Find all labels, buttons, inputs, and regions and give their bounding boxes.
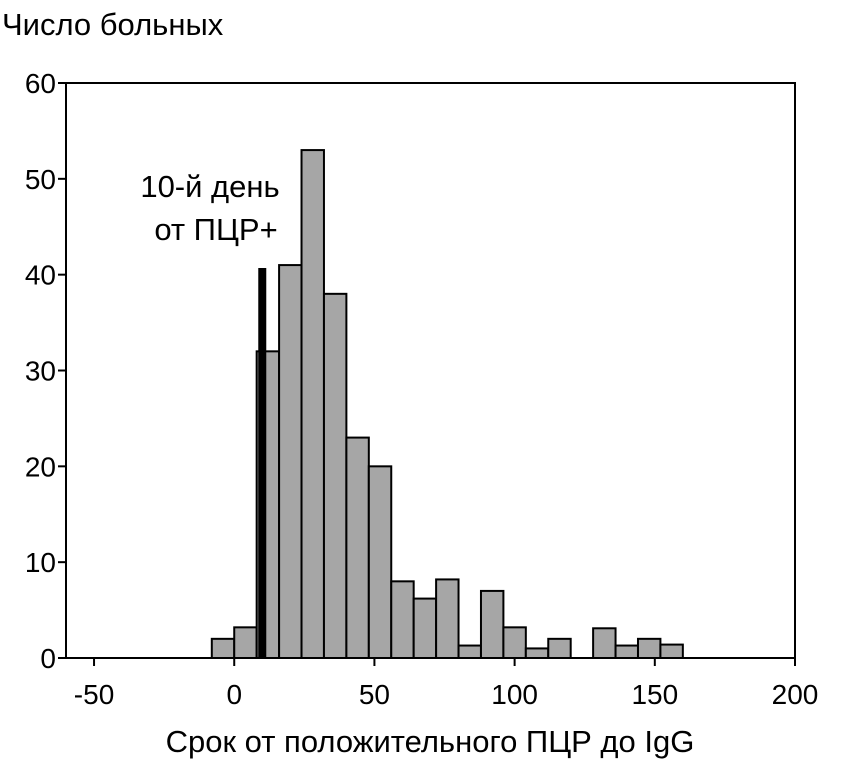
x-tick-label-1: 0 xyxy=(226,679,242,710)
bar-6 xyxy=(345,436,370,660)
x-tick-label-5: 200 xyxy=(772,679,819,710)
annotation-line-1: 10-й день xyxy=(140,169,279,204)
x-tick-label-0: -50 xyxy=(74,679,114,710)
bar-12 xyxy=(479,589,505,660)
bar-16 xyxy=(592,627,617,660)
bar-10 xyxy=(435,578,460,660)
y-tick-label-1: 10 xyxy=(25,547,56,578)
bar-9 xyxy=(412,597,438,659)
bar-18 xyxy=(636,637,662,659)
y-tick-label-5: 50 xyxy=(25,164,56,195)
bar-8 xyxy=(390,580,415,659)
bar-17 xyxy=(614,644,639,660)
bar-5 xyxy=(322,292,348,659)
bars-layer xyxy=(210,149,684,660)
x-tick-label-3: 100 xyxy=(491,679,538,710)
y-tick-label-2: 20 xyxy=(25,451,56,482)
x-axis-title: Срок от положительного ПЦР до IgG xyxy=(166,724,695,759)
annotation-line-2: от ПЦР+ xyxy=(154,212,277,247)
x-tick-label-4: 150 xyxy=(631,679,678,710)
ticks-layer: 0 10 20 30 40 50 60 -50 0 50 100 150 200 xyxy=(25,68,819,710)
bar-11 xyxy=(457,644,482,660)
bar-1 xyxy=(233,626,258,659)
bar-4 xyxy=(300,149,325,659)
bar-0 xyxy=(210,637,236,659)
y-tick-label-4: 40 xyxy=(25,260,56,291)
y-tick-label-3: 30 xyxy=(25,356,56,387)
y-tick-label-0: 0 xyxy=(40,643,56,674)
bar-19 xyxy=(659,643,684,659)
bar-13 xyxy=(502,626,527,659)
y-tick-label-6: 60 xyxy=(25,68,56,99)
bar-15 xyxy=(547,637,572,659)
y-axis-title: Число больных xyxy=(2,7,224,42)
bar-7 xyxy=(367,465,393,660)
bar-3 xyxy=(278,264,303,659)
x-tick-label-2: 50 xyxy=(359,679,390,710)
bar-14 xyxy=(524,647,550,660)
